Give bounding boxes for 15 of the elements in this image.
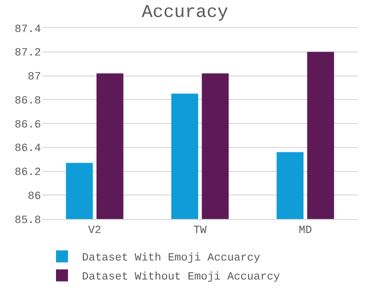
legend-label: Dataset Without Emoji Accuarcy — [82, 272, 280, 284]
y-tick-label: 87.4 — [14, 24, 42, 36]
chart-title: Accuracy — [142, 3, 228, 24]
y-tick-label: 87.2 — [14, 48, 41, 60]
y-tick-label: 86.2 — [14, 167, 41, 180]
y-tick-label: 86 — [28, 190, 41, 203]
legend-label: Dataset With Emoji Accuarcy — [82, 252, 261, 265]
x-tick-label: MD — [298, 225, 312, 238]
x-tick-label: TW — [193, 225, 207, 238]
y-tick-label: 86.4 — [14, 143, 42, 156]
y-tick-label: 86.6 — [14, 119, 41, 132]
x-tick-label: V2 — [88, 225, 102, 238]
y-tick-label: 86.8 — [14, 95, 41, 108]
y-tick-label: 85.8 — [14, 214, 41, 227]
y-tick-label: 87 — [28, 72, 41, 84]
